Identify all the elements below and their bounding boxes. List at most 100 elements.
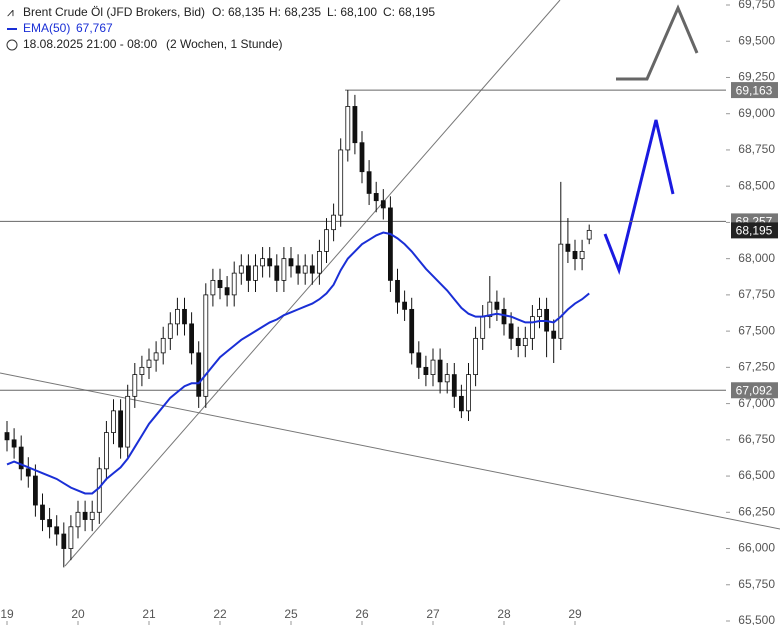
chart-title: Brent Crude Öl (JFD Brokers, Bid) bbox=[23, 5, 205, 19]
candle-body bbox=[551, 330, 557, 339]
candle-body bbox=[324, 229, 329, 252]
candle-body bbox=[572, 250, 578, 260]
y-tick-label: 68,750 bbox=[738, 142, 775, 156]
candle-body bbox=[380, 200, 386, 209]
ema-line bbox=[6, 231, 590, 495]
x-tick-label: 20 bbox=[71, 607, 85, 621]
candle-body bbox=[253, 265, 258, 281]
y-tick-label: 67,750 bbox=[738, 287, 775, 301]
candle-body bbox=[196, 352, 202, 397]
candle-body bbox=[153, 352, 159, 361]
candle-body bbox=[359, 142, 365, 173]
candle-body bbox=[132, 374, 138, 397]
candle-body bbox=[47, 519, 52, 528]
y-tick-label: 69,500 bbox=[738, 33, 775, 47]
candle-body bbox=[331, 214, 337, 231]
x-tick-label: 19 bbox=[0, 607, 14, 621]
x-tick-label: 25 bbox=[284, 607, 298, 621]
candle-body bbox=[61, 533, 67, 549]
candle-body bbox=[316, 250, 322, 274]
candle-body bbox=[430, 359, 436, 376]
projection-arrows bbox=[603, 4, 699, 275]
candle-body bbox=[558, 243, 564, 339]
candle-body bbox=[387, 207, 393, 281]
x-tick-label: 26 bbox=[355, 607, 369, 621]
candle-body bbox=[373, 193, 379, 202]
candle-body bbox=[18, 446, 24, 470]
ohlc-open: O: 68,135 bbox=[212, 5, 265, 19]
candle-body bbox=[586, 229, 592, 240]
candle-body bbox=[352, 106, 358, 144]
y-tick-label: 66,500 bbox=[738, 468, 775, 482]
candle-body bbox=[444, 374, 450, 383]
ohlc-high: H: 68,235 bbox=[269, 5, 321, 19]
last-price-box bbox=[731, 222, 778, 239]
x-tick-label: 29 bbox=[568, 607, 582, 621]
level-label-box bbox=[731, 382, 778, 399]
candle-body bbox=[451, 374, 457, 397]
candle-body bbox=[40, 504, 45, 520]
candle-body bbox=[11, 439, 17, 448]
candle-body bbox=[203, 294, 209, 397]
candle-body bbox=[501, 308, 507, 325]
candle-body bbox=[267, 258, 273, 267]
candle-body bbox=[96, 468, 102, 513]
y-tick-label: 68,500 bbox=[738, 178, 775, 192]
candle-body bbox=[302, 265, 308, 274]
last-price-label: 68,195 bbox=[736, 224, 773, 238]
candle-body bbox=[522, 337, 528, 347]
x-tick-label: 28 bbox=[497, 607, 511, 621]
y-tick-label: 69,750 bbox=[738, 0, 775, 11]
candle-body bbox=[118, 410, 123, 448]
candle-body bbox=[182, 308, 187, 325]
candle-body bbox=[210, 279, 216, 296]
candle-body bbox=[395, 279, 400, 303]
candle-body bbox=[104, 432, 109, 470]
y-tick-label: 69,250 bbox=[738, 70, 775, 84]
candle-body bbox=[33, 475, 38, 506]
candle-body bbox=[189, 323, 195, 354]
candle-body bbox=[537, 308, 542, 318]
candle-body bbox=[224, 287, 230, 296]
candle-body bbox=[167, 323, 173, 339]
candle-body bbox=[125, 395, 131, 448]
y-tick-label: 65,500 bbox=[738, 613, 775, 625]
date-range: 18.08.2025 21:00 - 08:00 bbox=[23, 37, 157, 51]
candle-body bbox=[111, 410, 116, 433]
candle-body bbox=[82, 511, 88, 520]
ohlc-low: L: 68,100 bbox=[327, 5, 377, 19]
trend-line bbox=[0, 372, 780, 530]
candle-body bbox=[54, 526, 60, 535]
candle-body bbox=[494, 301, 500, 310]
level-label: 67,092 bbox=[736, 383, 773, 397]
y-tick-label: 65,750 bbox=[738, 577, 775, 591]
candle-body bbox=[4, 432, 10, 441]
x-tick-label: 27 bbox=[426, 607, 440, 621]
candle-body bbox=[295, 265, 301, 274]
candle-body bbox=[508, 323, 514, 339]
y-tick-label: 67,250 bbox=[738, 360, 775, 374]
candle-body bbox=[139, 366, 145, 375]
y-tick-label: 66,750 bbox=[738, 432, 775, 446]
candle-body bbox=[458, 395, 464, 412]
candle-body bbox=[437, 359, 443, 383]
candle-body bbox=[68, 526, 74, 549]
y-tick-label: 68,000 bbox=[738, 251, 775, 265]
ema-value: 67,767 bbox=[76, 21, 113, 35]
x-tick-label: 21 bbox=[142, 607, 156, 621]
candle-body bbox=[245, 265, 251, 281]
candle-body bbox=[288, 258, 294, 267]
period: (2 Wochen, 1 Stunde) bbox=[166, 37, 283, 51]
candle-body bbox=[515, 337, 521, 347]
candle-body bbox=[146, 359, 152, 368]
icon: ⩘ bbox=[7, 5, 14, 19]
candle-body bbox=[274, 265, 280, 281]
candle-body bbox=[309, 265, 315, 274]
ohlc-close: C: 68,195 bbox=[383, 5, 435, 19]
candle-body bbox=[217, 279, 223, 289]
level-label: 69,163 bbox=[736, 83, 773, 97]
candle-body bbox=[579, 250, 585, 260]
candle-body bbox=[366, 171, 372, 194]
candle-body bbox=[260, 258, 266, 267]
